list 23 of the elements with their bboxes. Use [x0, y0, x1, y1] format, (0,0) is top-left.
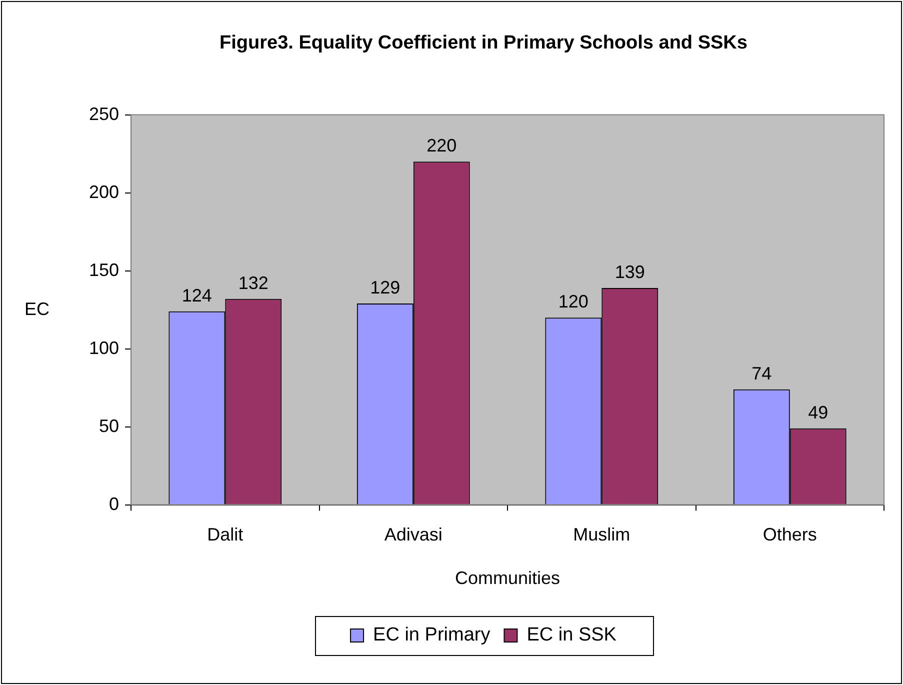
data-label: 49 [808, 402, 828, 422]
y-tick-label: 0 [109, 494, 120, 514]
y-tick-label: 200 [88, 182, 120, 202]
data-label: 129 [370, 278, 400, 298]
data-label: 132 [238, 272, 268, 293]
y-tick-label: 150 [88, 260, 120, 280]
data-label: 220 [426, 136, 457, 156]
data-label: 74 [752, 363, 772, 384]
data-label: 124 [182, 285, 212, 306]
x-tick-label: Adivasi [384, 524, 442, 545]
x-tick-label: Muslim [573, 524, 630, 545]
y-tick-label: 100 [88, 338, 120, 358]
data-label: 139 [614, 262, 645, 282]
y-tick-label: 50 [99, 416, 120, 436]
y-tick-label: 250 [88, 104, 120, 124]
x-tick-label: Others [762, 524, 817, 545]
chart-title: Figure3. Equality Coefficient in Primary Schools and SSKs [220, 32, 748, 54]
x-axis-title: Communities [455, 568, 560, 588]
legend-label: EC in SSK [526, 624, 617, 646]
x-tick-label: Dalit [207, 524, 244, 545]
data-label: 120 [558, 292, 588, 312]
legend-label: EC in Primary [373, 624, 491, 646]
y-axis-title: EC [24, 298, 50, 319]
